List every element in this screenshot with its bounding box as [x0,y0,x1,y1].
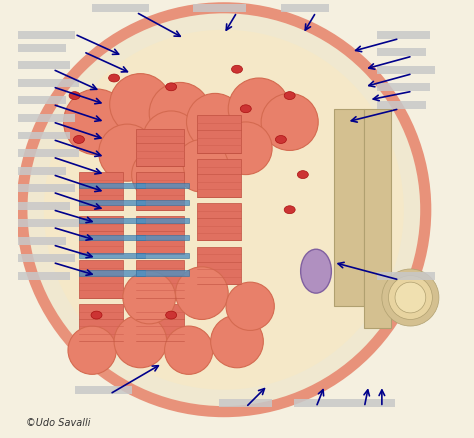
Bar [136,304,184,342]
Bar [79,304,123,342]
Bar [18,255,74,263]
Bar [79,253,145,258]
Bar [18,237,66,245]
Bar [136,236,189,241]
Bar [193,5,246,13]
Bar [79,173,123,210]
Bar [92,5,149,13]
Circle shape [123,272,175,324]
Bar [74,386,132,394]
Circle shape [164,326,213,374]
Ellipse shape [284,92,295,100]
Circle shape [210,315,264,368]
Circle shape [109,74,171,136]
Circle shape [175,140,228,193]
Bar [79,236,145,241]
Bar [79,261,123,298]
Bar [198,247,241,285]
Ellipse shape [73,136,84,144]
Bar [377,102,426,110]
Ellipse shape [301,250,331,293]
Circle shape [228,79,290,140]
Bar [18,132,70,140]
Bar [18,97,66,105]
Ellipse shape [275,136,286,144]
Circle shape [64,90,129,155]
Bar [18,185,74,193]
Bar [136,217,184,254]
Ellipse shape [165,311,177,319]
Circle shape [132,149,184,201]
Ellipse shape [91,311,102,319]
Bar [18,272,70,280]
Circle shape [395,283,426,313]
Bar [377,67,435,74]
Ellipse shape [109,75,119,83]
Bar [377,32,430,39]
Bar [136,183,189,188]
Ellipse shape [240,106,251,113]
Bar [79,201,145,206]
Circle shape [114,315,167,368]
Ellipse shape [284,206,295,214]
Bar [198,160,241,197]
Circle shape [175,267,228,320]
Circle shape [44,31,404,390]
Text: ©Udo Savalli: ©Udo Savalli [26,417,91,427]
Bar [281,5,329,13]
Bar [18,220,79,228]
Bar [136,253,189,258]
Bar [334,110,365,307]
Circle shape [382,269,439,326]
Bar [136,201,189,206]
Ellipse shape [297,171,309,179]
Bar [18,32,74,39]
Bar [294,399,342,407]
Bar [79,183,145,188]
Bar [198,116,241,153]
Bar [136,173,184,210]
Circle shape [389,276,432,320]
Bar [198,204,241,241]
Bar [18,115,74,123]
Bar [136,218,189,223]
Bar [79,217,123,254]
Ellipse shape [165,84,177,92]
Circle shape [186,94,244,151]
Bar [219,399,272,407]
Bar [136,271,189,276]
Circle shape [149,83,210,145]
Circle shape [99,125,156,182]
Bar [136,261,184,298]
Circle shape [219,123,272,175]
Circle shape [68,326,116,374]
Bar [79,271,145,276]
Bar [18,45,66,53]
Bar [377,84,430,92]
Bar [18,202,70,210]
Bar [342,399,395,407]
Bar [18,80,79,88]
Ellipse shape [231,66,243,74]
Bar [377,49,426,57]
Bar [79,218,145,223]
Bar [18,62,70,70]
Circle shape [143,112,200,169]
Circle shape [261,94,318,151]
Bar [18,167,66,175]
Bar [377,272,435,280]
Circle shape [22,9,426,412]
Ellipse shape [69,92,80,100]
Circle shape [226,283,274,331]
Bar [365,110,391,328]
Bar [18,150,79,158]
Bar [136,129,184,166]
